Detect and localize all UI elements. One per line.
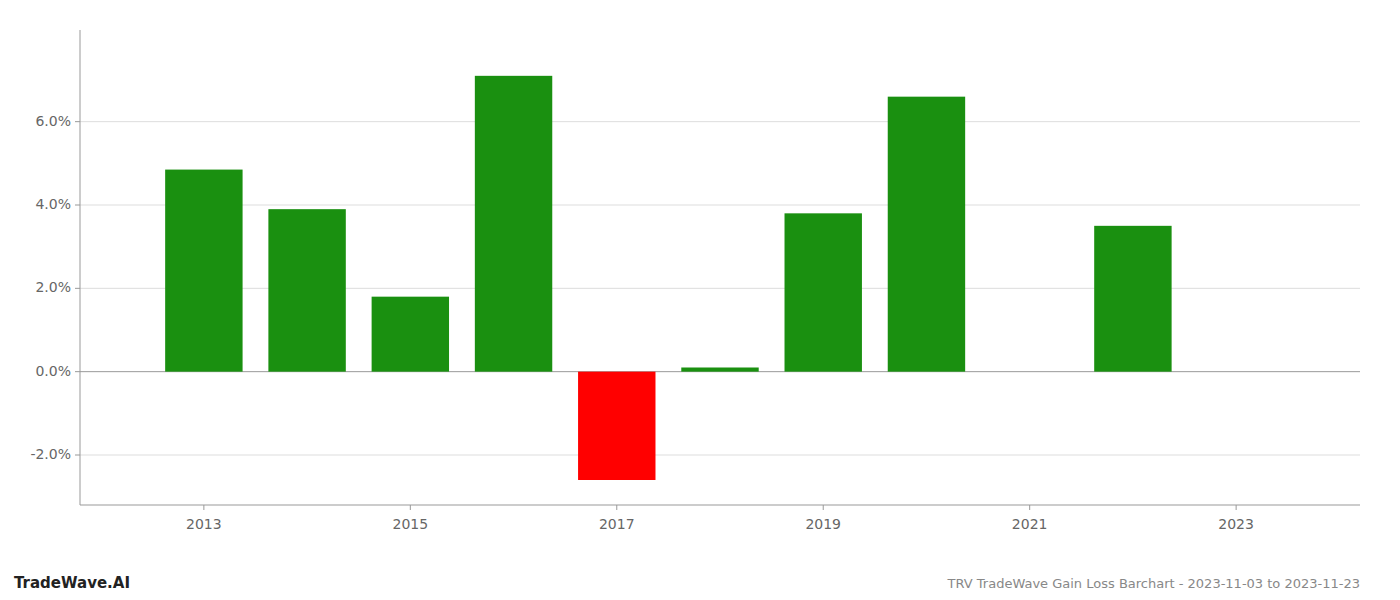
x-tick bbox=[1029, 505, 1030, 510]
bar bbox=[888, 97, 965, 372]
x-tick-label: 2023 bbox=[1218, 516, 1254, 532]
chart-container: -2.0% 0.0% 2.0% 4.0% 6.0% 2013 2015 2017 2019 202… bbox=[0, 0, 1400, 600]
page: {"chart_data": {"type": "bar", "title": … bbox=[0, 0, 1400, 600]
bars bbox=[165, 76, 1171, 480]
x-axis: 2013 2015 2017 2019 2021 2023 bbox=[80, 505, 1360, 532]
x-tick bbox=[616, 505, 617, 510]
y-axis-line bbox=[80, 30, 81, 505]
y-tick bbox=[75, 455, 80, 456]
grid-line bbox=[80, 455, 1360, 456]
x-tick-label: 2021 bbox=[1012, 516, 1048, 532]
bar bbox=[372, 297, 449, 372]
watermark: TradeWave.AI bbox=[14, 574, 130, 592]
y-tick bbox=[75, 371, 80, 372]
x-tick bbox=[823, 505, 824, 510]
y-tick-label: 6.0% bbox=[35, 113, 71, 129]
bar bbox=[785, 213, 862, 371]
bar bbox=[578, 372, 655, 480]
grid bbox=[80, 122, 1360, 455]
bar bbox=[268, 209, 345, 372]
bar bbox=[1094, 226, 1171, 372]
x-tick-label: 2017 bbox=[599, 516, 635, 532]
y-tick bbox=[75, 288, 80, 289]
x-tick-label: 2013 bbox=[186, 516, 222, 532]
bar bbox=[681, 368, 758, 372]
y-tick-label: 2.0% bbox=[35, 279, 71, 295]
x-tick-label: 2015 bbox=[393, 516, 429, 532]
x-tick-label: 2019 bbox=[805, 516, 841, 532]
x-axis-line bbox=[80, 505, 1360, 506]
y-tick bbox=[75, 121, 80, 122]
y-tick bbox=[75, 205, 80, 206]
y-tick-label: -2.0% bbox=[30, 446, 71, 462]
bar bbox=[165, 170, 242, 372]
chart-svg: -2.0% 0.0% 2.0% 4.0% 6.0% 2013 2015 2017 2019 202… bbox=[0, 0, 1400, 600]
x-tick bbox=[1236, 505, 1237, 510]
y-tick-label: 0.0% bbox=[35, 363, 71, 379]
y-axis: -2.0% 0.0% 2.0% 4.0% 6.0% bbox=[30, 30, 80, 505]
y-tick-label: 4.0% bbox=[35, 196, 71, 212]
grid-line bbox=[80, 205, 1360, 206]
grid-line bbox=[80, 121, 1360, 122]
bar bbox=[475, 76, 552, 372]
title: TRV TradeWave Gain Loss Barchart - 2023-… bbox=[947, 576, 1360, 591]
x-tick bbox=[410, 505, 411, 510]
x-tick bbox=[203, 505, 204, 510]
